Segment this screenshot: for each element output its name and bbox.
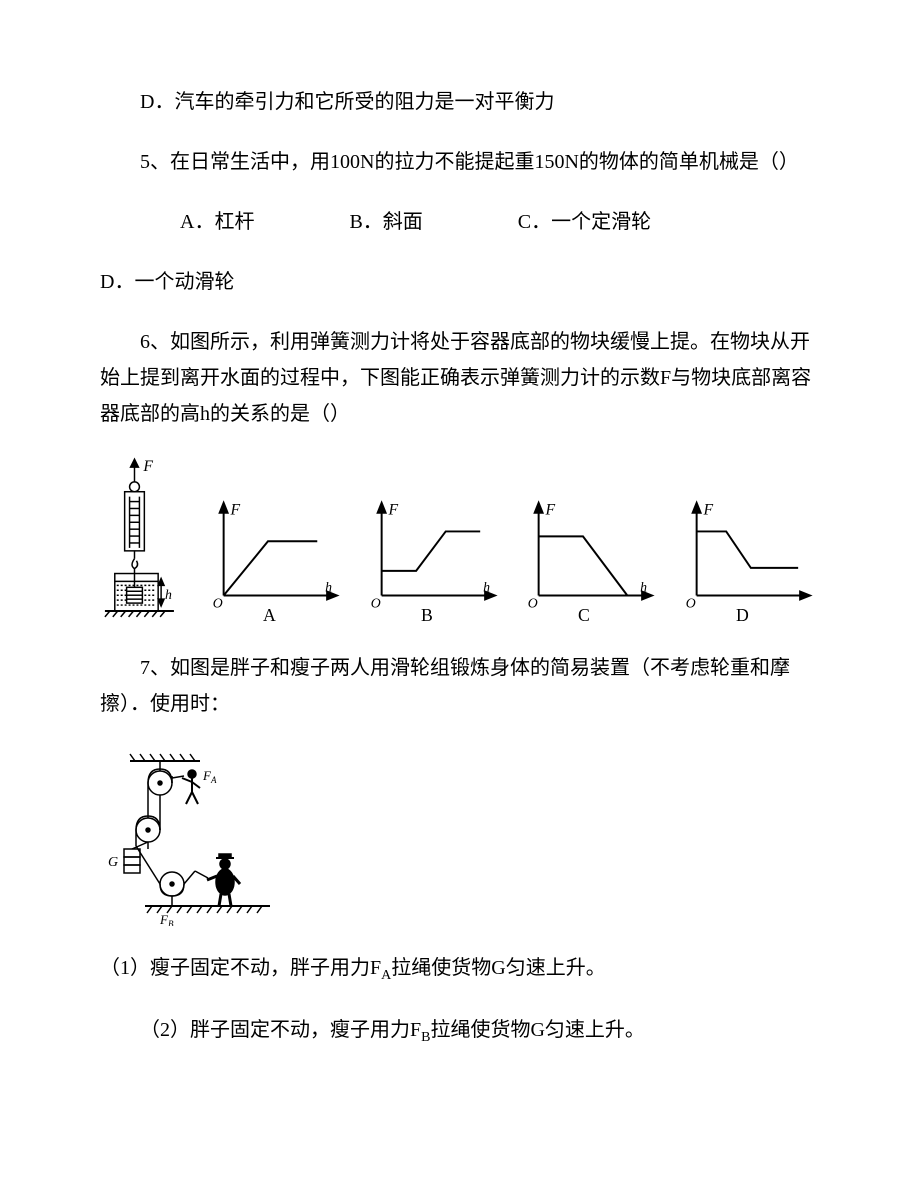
q6-c-y-label: F [545, 502, 556, 519]
q6-figure-row: F [100, 456, 820, 626]
q7-sub1-sub: A [381, 968, 391, 983]
q5-option-c: C．一个定滑轮 [478, 204, 651, 240]
q6-d-y-label: F [703, 502, 714, 519]
q7-sub2-pre: （2）胖子固定不动，瘦子用力F [140, 1019, 421, 1041]
q7-pulley-icon: G [100, 746, 280, 926]
q6-graph-c: F h O C [514, 496, 662, 626]
q5-stem: 5、在日常生活中，用100N的拉力不能提起重150N的物体的简单机械是（） [100, 144, 820, 180]
q6-device-f-label: F [142, 458, 153, 475]
q6-c-label: C [578, 605, 590, 625]
q7-figure: G [100, 746, 820, 926]
q6-b-x-label: h [483, 580, 490, 595]
q5-option-a: A．杠杆 [140, 204, 254, 240]
q6-device-icon: F [100, 456, 189, 626]
q6-graph-d: F O D [672, 496, 820, 626]
q6-a-label: A [263, 605, 276, 625]
q6-b-o-label: O [370, 595, 380, 610]
q6-a-o-label: O [213, 595, 223, 610]
q6-a-x-label: h [325, 580, 332, 595]
q6-device-h-label: h [165, 587, 172, 602]
q7-g-label: G [108, 855, 118, 870]
q4-option-d: D．汽车的牵引力和它所受的阻力是一对平衡力 [100, 84, 820, 120]
q7-sub1-pre: （1）瘦子固定不动，胖子用力F [100, 957, 381, 979]
q6-graph-b: F h O B [357, 496, 505, 626]
q7-sub1-post: 拉绳使货物G匀速上升。 [391, 957, 605, 979]
q6-b-y-label: F [387, 502, 398, 519]
q5-option-d: D．一个动滑轮 [100, 271, 234, 293]
q6-graph-a: F h O A [199, 496, 347, 626]
q6-d-label: D [736, 605, 749, 625]
q6-stem: 6、如图所示，利用弹簧测力计将处于容器底部的物块缓慢上提。在物块从开始上提到离开… [100, 324, 820, 432]
q7-sub2-post: 拉绳使货物G匀速上升。 [430, 1019, 644, 1041]
q6-c-x-label: h [641, 580, 648, 595]
q7-stem: 7、如图是胖子和瘦子两人用滑轮组锻炼身体的简易装置（不考虑轮重和摩擦）．使用时： [100, 650, 820, 722]
q7-fa-label: FA [202, 768, 217, 785]
q5-options-row2: D．一个动滑轮 [100, 264, 820, 300]
q6-a-y-label: F [229, 502, 240, 519]
q7-sub1: （1）瘦子固定不动，胖子用力FA拉绳使货物G匀速上升。 [100, 950, 820, 988]
q7-sub2: （2）胖子固定不动，瘦子用力FB拉绳使货物G匀速上升。 [100, 1012, 820, 1050]
q6-c-o-label: O [528, 595, 538, 610]
q6-b-label: B [421, 605, 433, 625]
q7-fb-label: FB [159, 912, 174, 926]
q6-d-o-label: O [686, 595, 696, 610]
q5-options-row1: A．杠杆 B．斜面 C．一个定滑轮 [100, 204, 820, 240]
q5-option-b: B．斜面 [309, 204, 422, 240]
